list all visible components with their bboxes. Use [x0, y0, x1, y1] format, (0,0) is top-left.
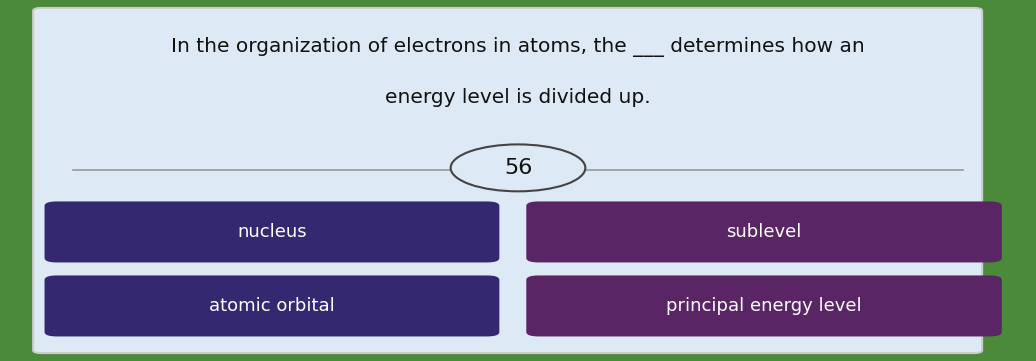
- FancyBboxPatch shape: [526, 201, 1002, 262]
- Text: nucleus: nucleus: [237, 223, 307, 241]
- FancyBboxPatch shape: [526, 275, 1002, 336]
- Text: principal energy level: principal energy level: [666, 297, 862, 315]
- Text: 56: 56: [503, 158, 533, 178]
- FancyBboxPatch shape: [45, 201, 499, 262]
- Text: energy level is divided up.: energy level is divided up.: [385, 88, 651, 107]
- FancyBboxPatch shape: [33, 8, 982, 353]
- FancyBboxPatch shape: [45, 275, 499, 336]
- Text: atomic orbital: atomic orbital: [209, 297, 335, 315]
- Text: sublevel: sublevel: [726, 223, 802, 241]
- Circle shape: [451, 144, 585, 191]
- Text: In the organization of electrons in atoms, the ___ determines how an: In the organization of electrons in atom…: [171, 37, 865, 57]
